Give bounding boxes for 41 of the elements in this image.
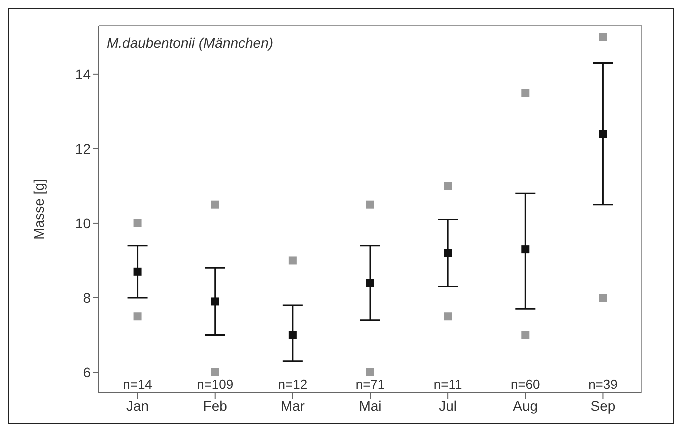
point <box>288 256 297 265</box>
point <box>366 368 374 377</box>
point <box>211 368 220 377</box>
point <box>522 89 530 98</box>
point <box>599 33 608 42</box>
point <box>599 130 608 138</box>
point <box>366 200 374 209</box>
point <box>211 200 220 209</box>
point <box>134 312 142 321</box>
annotation: n=109 <box>197 377 234 392</box>
y-axis-title: Masse [g] <box>30 179 47 240</box>
text: M.daubentonii (Männchen) <box>107 35 274 51</box>
annotation: n=12 <box>278 377 308 392</box>
point <box>444 312 452 321</box>
point <box>288 331 297 340</box>
x-tick-label: Mai <box>359 398 382 414</box>
point <box>444 182 452 190</box>
point <box>134 268 142 276</box>
y-tick-label: 8 <box>83 290 92 306</box>
point <box>444 249 452 258</box>
point <box>599 294 608 302</box>
x-tick-label: Aug <box>513 398 538 414</box>
y-tick-label: 10 <box>75 215 92 232</box>
x-tick-label: Sep <box>590 398 616 414</box>
x-tick-label: Jan <box>126 398 150 414</box>
annotation: n=71 <box>356 377 386 392</box>
annotation: n=60 <box>510 377 540 392</box>
point <box>366 279 374 288</box>
y-tick-label: 14 <box>75 66 92 82</box>
y-tick-label: 6 <box>83 364 92 380</box>
point <box>522 331 530 340</box>
annotation: n=39 <box>588 377 618 392</box>
y-tick-label: 12 <box>75 140 92 157</box>
x-tick-label: Mar <box>280 398 306 414</box>
point <box>211 298 220 306</box>
annotation: n=11 <box>434 377 462 392</box>
x-tick-label: Jul <box>439 398 458 414</box>
x-tick-label: Feb <box>203 398 228 414</box>
point <box>522 246 530 254</box>
point <box>134 219 142 228</box>
annotation: n=14 <box>123 377 152 392</box>
